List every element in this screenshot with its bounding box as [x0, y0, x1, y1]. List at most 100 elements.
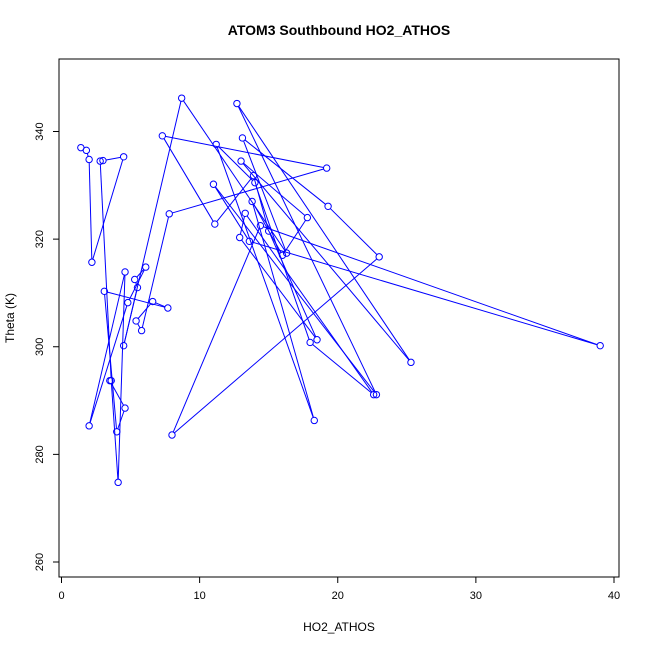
- series-segment: [117, 275, 126, 480]
- data-point: [310, 416, 318, 425]
- data-point: [142, 263, 150, 271]
- series-segment: [330, 208, 378, 255]
- data-point: [313, 336, 321, 344]
- data-point: [282, 249, 291, 257]
- x-tick-label: 10: [194, 590, 206, 602]
- series-segment: [238, 105, 410, 360]
- x-tick-label: 20: [332, 590, 344, 602]
- data-point: [209, 180, 218, 188]
- y-tick-label: 320: [34, 230, 46, 248]
- series-segment: [89, 274, 125, 423]
- data-point: [372, 390, 381, 399]
- data-point: [237, 157, 245, 165]
- series-segment: [137, 303, 151, 319]
- series-segment: [106, 156, 121, 161]
- series-segment: [107, 291, 165, 308]
- data-point: [133, 283, 142, 292]
- series-segment: [283, 219, 307, 253]
- data-point: [249, 171, 258, 180]
- series-segment: [89, 305, 128, 423]
- series-segment: [110, 383, 124, 406]
- series-segment: [253, 178, 269, 229]
- data-point: [407, 358, 415, 367]
- data-point: [132, 317, 140, 325]
- x-tick-label: 30: [470, 590, 482, 602]
- data-point: [369, 390, 378, 399]
- series-segment: [252, 204, 314, 418]
- data-point: [324, 202, 332, 211]
- data-point: [375, 253, 383, 261]
- data-point: [82, 146, 91, 155]
- data-point: [106, 376, 114, 385]
- series-segment: [241, 239, 316, 338]
- y-tick-label: 340: [34, 122, 46, 140]
- x-tick-label: 40: [608, 590, 620, 602]
- y-tick-label: 280: [34, 445, 46, 463]
- series-segment: [141, 216, 169, 328]
- series-segment: [92, 159, 124, 260]
- series-segment: [172, 228, 260, 433]
- data-point: [85, 422, 93, 430]
- data-point: [100, 287, 109, 296]
- data-point: [124, 298, 132, 307]
- series-segment: [243, 140, 286, 251]
- x-axis: 0 10 20 30 40: [58, 576, 620, 602]
- data-point: [148, 297, 157, 306]
- data-point: [235, 233, 244, 242]
- data-point: [211, 220, 219, 228]
- data-point: [165, 210, 173, 218]
- data-point: [119, 153, 128, 161]
- data-point: [137, 326, 146, 335]
- data-point: [596, 341, 604, 350]
- x-axis-label: HO2_ATHOS: [303, 620, 375, 634]
- data-point: [88, 258, 96, 266]
- data-point: [238, 134, 247, 142]
- data-point: [168, 431, 176, 439]
- data-point: [177, 94, 186, 102]
- series-segment: [137, 323, 141, 329]
- series-segment: [117, 410, 125, 429]
- series-segment: [239, 216, 245, 235]
- data-point: [256, 221, 265, 230]
- x-tick-label: 0: [58, 590, 64, 602]
- series-segment: [242, 163, 410, 361]
- data-point: [233, 99, 241, 108]
- y-tick-label: 260: [34, 553, 46, 571]
- data-point: [245, 237, 254, 245]
- data-point: [114, 478, 122, 487]
- data-point: [164, 304, 172, 312]
- data-point: [303, 213, 312, 222]
- data-point: [131, 275, 139, 284]
- y-axis-label: Theta (K): [3, 293, 17, 343]
- series-segment: [244, 139, 326, 205]
- y-tick-label: 300: [34, 338, 46, 356]
- series-segment: [183, 100, 286, 251]
- data-point: [119, 341, 128, 350]
- data-point: [264, 227, 273, 235]
- series-segment: [243, 162, 306, 216]
- series-segment: [252, 241, 598, 346]
- series-segment: [172, 168, 324, 214]
- series-segment: [218, 146, 253, 181]
- series-segment: [88, 162, 93, 260]
- data-point: [158, 132, 167, 140]
- data-point: [323, 164, 331, 172]
- series-segment: [269, 233, 317, 338]
- series-segment: [104, 294, 117, 429]
- data-point: [306, 338, 314, 347]
- series-segment: [216, 147, 314, 418]
- series-segment: [86, 153, 89, 157]
- series-segment: [312, 344, 372, 393]
- data-point: [99, 156, 107, 165]
- data-point: [212, 140, 220, 149]
- data-point: [96, 157, 104, 165]
- data-point: [251, 178, 259, 187]
- y-axis: 260 280 300 320 340: [34, 122, 60, 571]
- data-point: [121, 404, 129, 412]
- chart-title: ATOM3 Southbound HO2_ATHOS: [228, 22, 450, 38]
- data-point: [278, 251, 287, 259]
- data-point: [248, 197, 256, 206]
- series-segment: [165, 135, 324, 168]
- data-point: [241, 209, 249, 217]
